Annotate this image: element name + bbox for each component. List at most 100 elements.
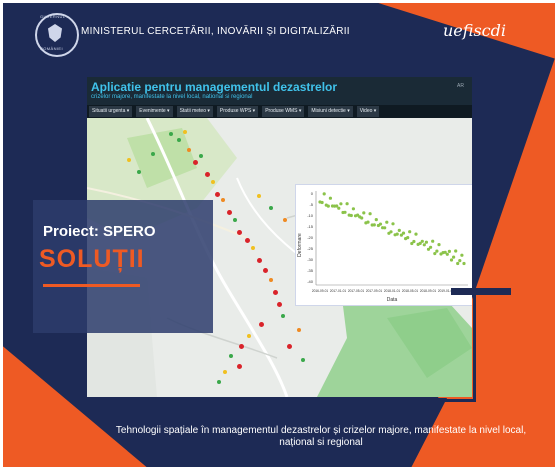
project-label: Proiect: SPERO [43, 223, 156, 240]
poster: GUVERNUL ROMÂNIEI MINISTERUL CERCETĂRII,… [3, 3, 555, 467]
scatter-point [426, 247, 431, 251]
menu-misiuni-detectie[interactable]: Misiuni detectie ▾ [308, 106, 353, 117]
scatter-point [362, 211, 366, 215]
menu-situatii-urgenta[interactable]: Situatii urgenta ▾ [89, 106, 133, 117]
scatter-point [458, 259, 462, 263]
map-point [177, 138, 181, 142]
map-point [287, 344, 292, 349]
chart-xlabel: Data [387, 297, 398, 303]
coat-of-arms-icon [48, 24, 62, 42]
scatter-point [422, 243, 426, 247]
scatter-point [320, 200, 324, 205]
scatter-point [412, 239, 416, 244]
scatter-point [408, 230, 412, 234]
xtick: 2016-09-01 [312, 289, 329, 293]
scatter-point [349, 213, 353, 218]
map-point [301, 358, 305, 362]
map-point [215, 192, 220, 197]
map-point [247, 334, 251, 338]
scatter-point [335, 204, 339, 208]
ytick: -30 [307, 257, 314, 262]
scatter-point [383, 226, 387, 230]
scatter-point [389, 230, 393, 234]
scatter-point [433, 252, 437, 256]
menu-produse-wms[interactable]: Produse WMS ▾ [262, 106, 305, 117]
ytick: -35 [307, 268, 314, 273]
map-point [283, 218, 287, 222]
map-point [187, 148, 191, 152]
section-underline [43, 284, 140, 287]
deformation-chart: Deformare Data 0 -5 -10 -15 -20 -25 -30 … [295, 184, 472, 306]
ytick: 0 [311, 191, 314, 196]
menu-evenimente[interactable]: Evenimente ▾ [136, 106, 173, 117]
scatter-point [378, 222, 383, 226]
map-point [239, 344, 244, 349]
ytick: -5 [309, 202, 313, 207]
menu-produse-wps[interactable]: Produse WPS ▾ [216, 106, 259, 117]
map-point [269, 206, 273, 210]
decorative-bar [451, 288, 511, 295]
xtick: 2018-09-01 [420, 289, 437, 293]
scatter-point [420, 239, 424, 243]
map-point [277, 302, 282, 307]
chart-xticks: 2016-09-01 2017-01-01 2017-05-01 2017-09… [312, 289, 471, 293]
scatter-point [462, 261, 466, 266]
government-crest-icon: GUVERNUL ROMÂNIEI [35, 13, 79, 57]
scatter-point [454, 249, 458, 253]
scatter-point [414, 232, 418, 236]
scatter-point [452, 255, 456, 259]
map-point [223, 370, 227, 374]
map-point [193, 160, 198, 165]
scatter-point [424, 240, 428, 244]
screenshot-frame [87, 77, 476, 402]
ytick: -10 [307, 213, 314, 218]
map-point [221, 198, 225, 202]
scatter-point [410, 241, 414, 246]
scatter-point [360, 216, 364, 220]
xtick: 2018-05-01 [402, 289, 419, 293]
map-point [269, 278, 273, 282]
crest-bottom-text: ROMÂNIEI [40, 46, 63, 51]
map-point [273, 290, 278, 295]
map-point [205, 172, 210, 177]
scatter-point [343, 210, 347, 214]
scatter-point [356, 213, 360, 217]
menu-video[interactable]: Video ▾ [356, 106, 380, 117]
app-header: Aplicatie pentru managementul dezastrelo… [87, 77, 472, 105]
app-corner-label: AR [457, 83, 464, 89]
xtick: 2017-05-01 [348, 289, 365, 293]
map-point [151, 152, 155, 156]
scatter-point [395, 232, 399, 236]
deformation-scatter [318, 192, 466, 266]
map-point [211, 180, 215, 184]
scatter-point [385, 220, 389, 224]
scatter-point [437, 243, 441, 247]
scatter-point [435, 249, 439, 253]
ytick: -40 [307, 279, 314, 284]
ytick: -15 [307, 224, 314, 229]
scatter-point [374, 218, 378, 222]
ytick: -20 [307, 235, 314, 240]
map-point [257, 258, 262, 263]
scatter-point [406, 236, 410, 240]
map-point [199, 154, 203, 158]
scatter-point [391, 222, 395, 226]
scatter-point [418, 241, 422, 245]
scatter-point [445, 252, 449, 256]
header: GUVERNUL ROMÂNIEI MINISTERUL CERCETĂRII,… [3, 3, 555, 63]
map-point [227, 210, 232, 215]
map-point [263, 268, 268, 273]
ministry-name: MINISTERUL CERCETĂRII, INOVĂRII ȘI DIGIT… [81, 26, 350, 37]
scatter-point [351, 207, 355, 211]
app-title: Aplicatie pentru managementul dezastrelo… [91, 80, 338, 94]
scatter-point [401, 231, 406, 235]
scatter-point [447, 249, 451, 253]
scatter-point [372, 223, 376, 227]
scatter-point [326, 204, 330, 208]
section-title: SOLUȚII [39, 245, 145, 273]
menu-statii-meteo[interactable]: Statii meteo ▾ [176, 106, 213, 117]
map-point [237, 230, 242, 235]
map-point [183, 130, 187, 134]
map-point [137, 170, 141, 174]
scatter-point [337, 206, 341, 210]
